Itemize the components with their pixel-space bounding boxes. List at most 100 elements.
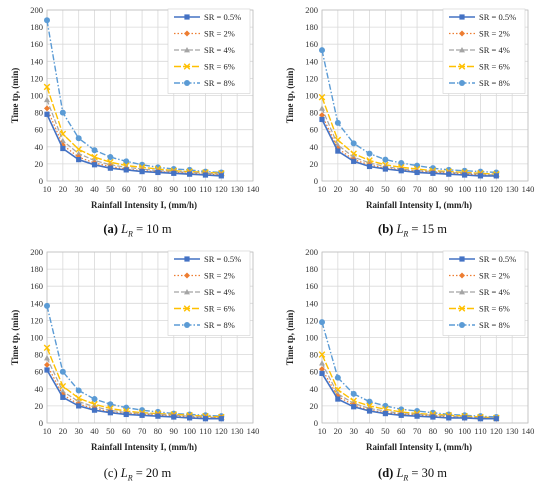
y-tick-label: 160 — [30, 281, 43, 291]
legend-label: SR = 2% — [204, 29, 235, 39]
plot-area — [321, 251, 529, 424]
x-tick-label: 30 — [349, 184, 358, 194]
legend-marker — [184, 14, 190, 20]
x-tick-label: 20 — [334, 184, 343, 194]
x-tick-label: 130 — [506, 184, 519, 194]
legend-label: SR = 0.5% — [479, 12, 516, 22]
x-tick-label: 120 — [490, 426, 503, 436]
data-point — [59, 137, 66, 144]
y-tick-label: 100 — [30, 91, 43, 101]
y-tick-label: 120 — [305, 315, 318, 325]
legend-label: SR = 2% — [479, 271, 510, 281]
x-tick-label: 100 — [183, 184, 196, 194]
data-point — [155, 169, 161, 176]
data-point — [76, 403, 82, 409]
x-tick-label: 140 — [522, 184, 535, 194]
y-tick-label: 160 — [305, 39, 318, 49]
chart-svg-a: 0 20 40 60 80 100 120 140 160 180 200 10 20 30 40 50 60 7… — [10, 5, 259, 210]
caption-d-value: = 30 m — [408, 466, 447, 480]
data-point — [462, 172, 468, 178]
series-line — [321, 96, 497, 175]
data-point — [319, 116, 325, 123]
data-point — [75, 387, 82, 394]
data-point — [155, 413, 161, 419]
legend-item: SR = 4% — [174, 287, 235, 297]
data-point — [187, 415, 193, 421]
y-tick-label: 0 — [314, 176, 318, 186]
series-4 — [318, 93, 500, 178]
x-tick-label: 100 — [458, 426, 471, 436]
data-point — [187, 171, 193, 177]
legend-label: SR = 6% — [204, 62, 235, 72]
data-point — [335, 396, 341, 402]
legend: SR = 0.5% SR = 2% SR = 4% SR = 6% SR = 8% — [167, 250, 251, 336]
x-tick-label: 20 — [334, 426, 343, 436]
y-tick-label: 180 — [305, 22, 318, 32]
data-point — [477, 416, 484, 422]
y-tick-label: 0 — [39, 418, 43, 428]
legend-label: SR = 4% — [479, 287, 510, 297]
data-point — [351, 404, 357, 410]
data-point — [107, 401, 114, 408]
series-line — [46, 86, 222, 174]
series-line — [46, 108, 222, 176]
data-point — [350, 140, 357, 147]
x-tick-label: 140 — [522, 426, 535, 436]
data-point — [59, 368, 66, 375]
data-point — [91, 407, 98, 413]
data-point — [76, 157, 82, 163]
x-tick-label: 40 — [365, 184, 374, 194]
y-tick-label: 120 — [30, 315, 43, 325]
y-tick-label: 40 — [35, 384, 44, 394]
data-point — [91, 162, 98, 168]
data-point — [202, 172, 209, 178]
x-tick-label: 10 — [43, 426, 52, 436]
caption-b-value: = 15 m — [408, 222, 447, 236]
y-tick-label: 120 — [30, 73, 43, 83]
data-point — [107, 410, 113, 416]
legend-item: SR = 0.5% — [174, 254, 241, 264]
y-axis-label: Time tp, (min) — [10, 68, 20, 124]
y-axis-label: Time tp, (min) — [10, 310, 20, 366]
caption-b-sub: R — [403, 229, 409, 239]
data-point — [414, 413, 420, 419]
x-tick-label: 100 — [458, 184, 471, 194]
legend-label: SR = 2% — [204, 271, 235, 281]
legend-item: SR = 8% — [449, 320, 510, 330]
legend-marker — [459, 289, 465, 295]
data-point — [351, 158, 357, 164]
series-line — [321, 119, 497, 177]
series-line — [321, 354, 497, 419]
legend-marker — [184, 47, 190, 53]
y-tick-label: 140 — [30, 56, 43, 66]
data-point — [43, 83, 51, 91]
series-line — [321, 372, 497, 420]
data-point — [493, 416, 499, 422]
y-tick-label: 160 — [305, 281, 318, 291]
series-2 — [319, 112, 500, 179]
legend-marker — [184, 256, 190, 262]
chart-panel-d: 0 20 40 60 80 100 120 140 160 180 200 10 20 30 40 50 60 7… — [275, 242, 550, 484]
data-point — [139, 168, 145, 175]
x-tick-label: 100 — [183, 426, 196, 436]
y-tick-label: 20 — [310, 159, 319, 169]
data-point — [462, 415, 468, 421]
x-tick-label: 40 — [365, 426, 374, 436]
legend-label: SR = 6% — [479, 62, 510, 72]
legend-item: SR = 6% — [174, 62, 235, 72]
data-point — [171, 170, 177, 176]
data-point — [414, 169, 420, 176]
data-point — [60, 145, 66, 152]
series-line — [46, 347, 222, 418]
x-tick-label: 20 — [59, 184, 68, 194]
data-point — [319, 105, 325, 111]
data-point — [350, 390, 357, 397]
x-tick-label: 80 — [429, 184, 438, 194]
legend-item: SR = 6% — [174, 304, 235, 314]
legend-item: SR = 2% — [174, 271, 235, 281]
data-point — [91, 147, 98, 154]
legend-item: SR = 4% — [449, 287, 510, 297]
data-point — [319, 47, 325, 54]
legend-marker — [459, 47, 465, 53]
data-point — [334, 374, 341, 381]
